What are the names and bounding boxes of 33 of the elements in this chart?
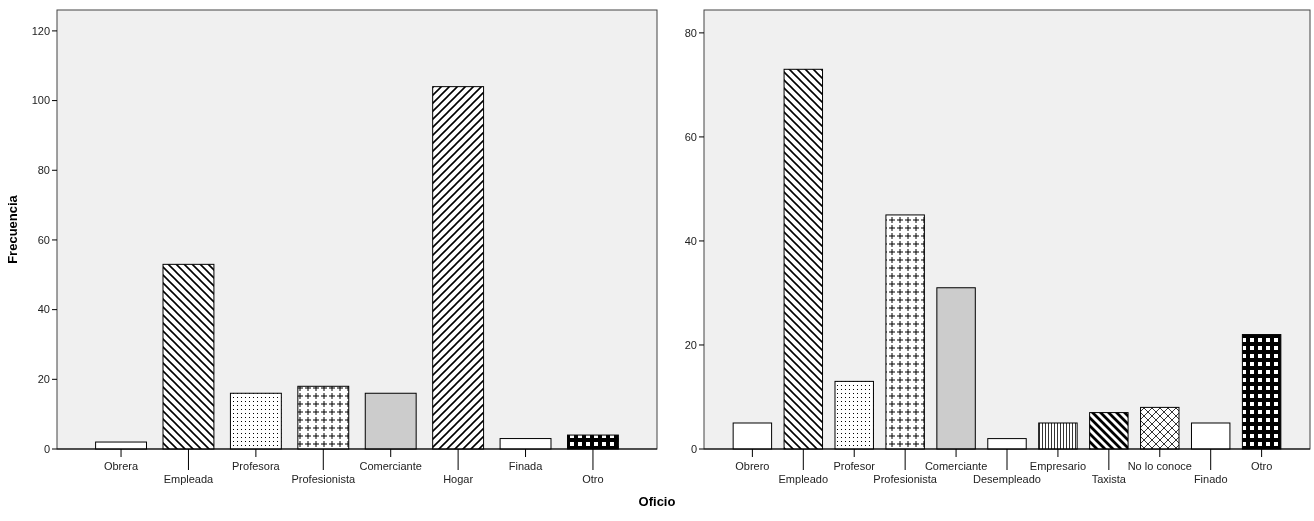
x-tick-label: Otro [1250,459,1273,472]
y-tick-label: 20 [684,338,697,351]
x-tick-label: Hogar [443,472,474,485]
x-tick-label: Obrera [103,459,140,472]
x-tick-label: Comerciante [924,459,988,472]
x-tick-label: No lo conoce [1127,459,1192,472]
y-tick-label: 40 [37,303,50,316]
x-tick-label: Empresario [1029,459,1087,472]
x-tick-label: Finado [1193,472,1228,485]
y-tick-label: 80 [37,164,50,177]
x-tick-label: Otro [582,472,604,485]
y-axis-title: Frecuencia [5,194,20,264]
x-tick-label: Profesor [833,459,876,472]
x-tick-label: Empleada [163,472,215,485]
y-tick-label: 0 [690,442,697,455]
y-tick-label: 40 [684,234,697,247]
x-axis-title: Oficio [638,494,676,509]
y-tick-label: 80 [684,26,697,39]
x-tick-label: Profesionista [873,472,938,485]
y-tick-label: 100 [31,94,50,107]
y-tick-label: 20 [37,373,50,386]
y-tick-label: 0 [43,442,50,455]
x-tick-label: Profesora [232,459,281,472]
y-tick-label: 60 [37,233,50,246]
x-tick-label: Comerciante [359,459,422,472]
x-tick-label: Empleado [778,472,829,485]
x-tick-label: Obrero [735,459,770,472]
y-tick-label: 60 [684,130,697,143]
x-tick-label: Desempleado [973,472,1041,485]
x-tick-label: Profesionista [291,472,356,485]
x-tick-label: Finada [508,459,544,472]
y-tick-label: 120 [31,24,50,37]
x-tick-label: Taxista [1091,472,1127,485]
